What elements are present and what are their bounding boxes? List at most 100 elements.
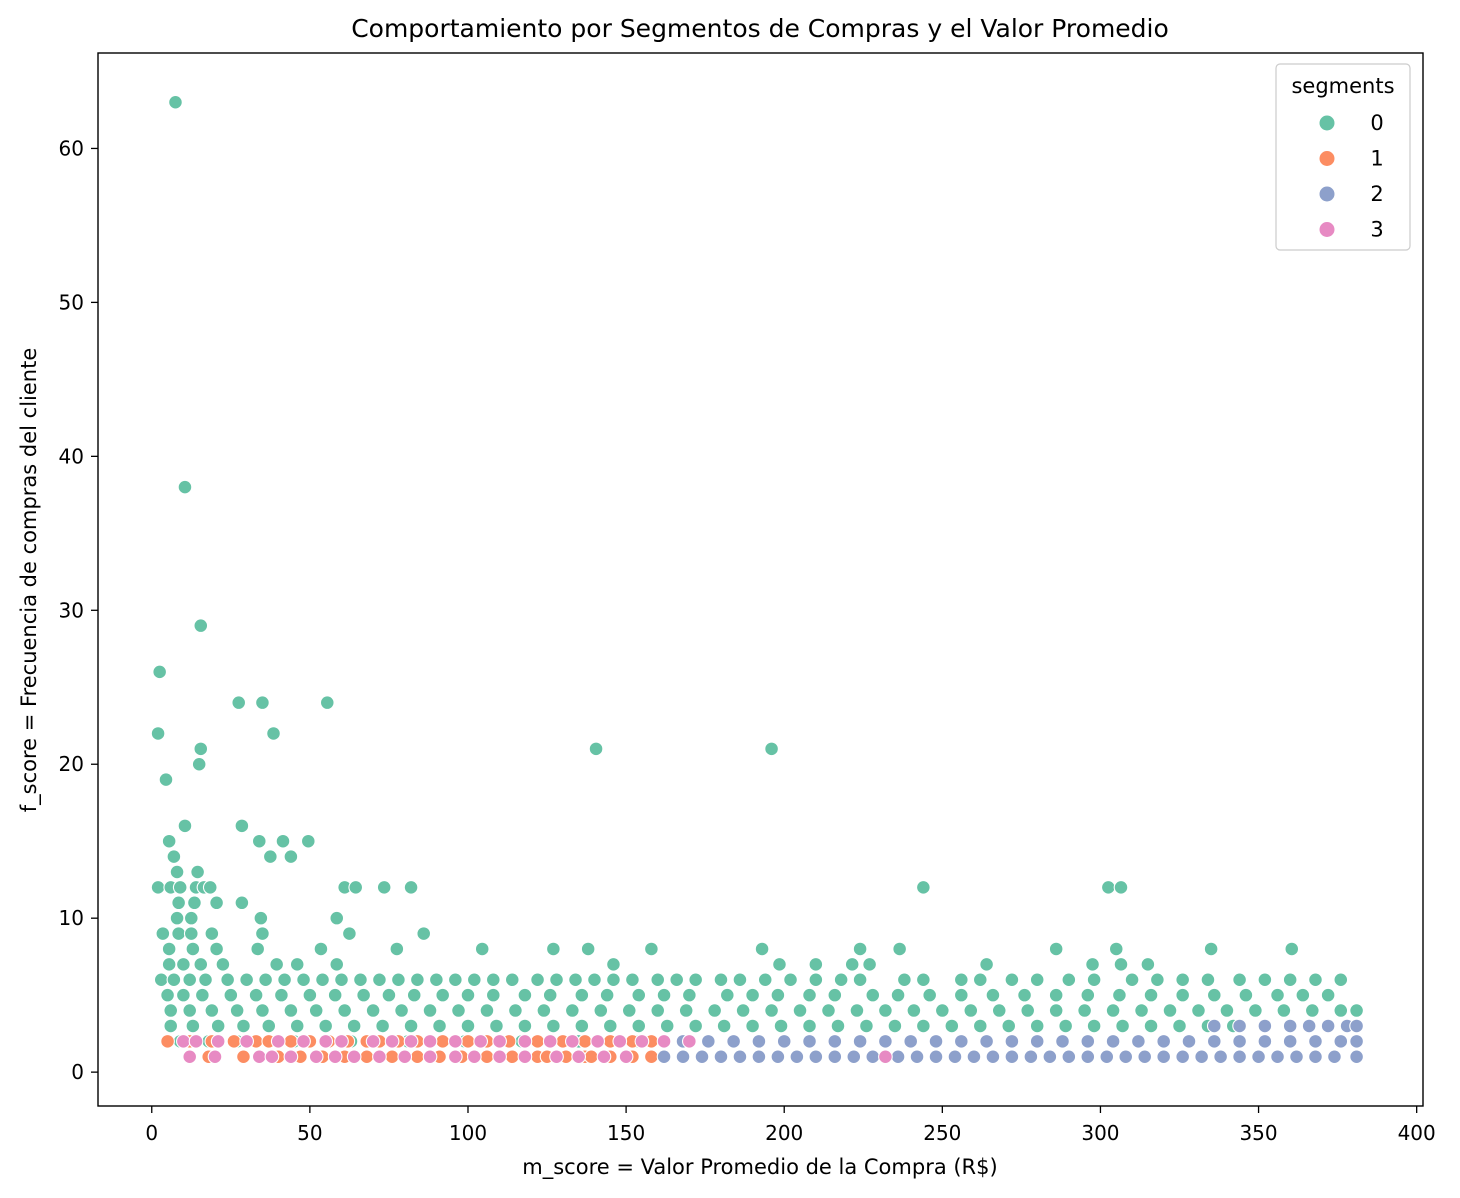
y-tick-label-3: 30	[59, 598, 84, 622]
point-series-0-107	[549, 972, 564, 988]
point-series-0-197	[593, 1003, 609, 1018]
legend-box	[1275, 63, 1411, 251]
point-series-2-29	[1213, 1049, 1228, 1065]
point-series-3-22	[681, 1033, 697, 1049]
point-series-0-7	[150, 726, 166, 741]
point-series-0-94	[296, 972, 311, 988]
legend-label-2: 2	[1370, 182, 1383, 206]
point-series-0-12	[191, 756, 207, 772]
point-series-2-49	[979, 1033, 994, 1049]
point-series-2-0	[656, 1049, 672, 1065]
point-series-0-251	[887, 1018, 903, 1034]
point-series-0-14	[177, 818, 193, 834]
point-series-2-40	[751, 1033, 767, 1049]
x-tick-label-5: 250	[923, 1121, 961, 1145]
point-series-0-58	[389, 941, 405, 957]
point-series-0-82	[979, 957, 994, 972]
point-series-0-220	[1248, 1003, 1263, 1018]
point-series-2-42	[802, 1033, 817, 1049]
point-series-2-51	[1029, 1033, 1045, 1049]
point-series-2-24	[1118, 1049, 1134, 1065]
point-series-0-153	[517, 987, 533, 1003]
point-series-2-38	[700, 1033, 716, 1049]
point-series-0-64	[852, 941, 868, 957]
point-series-0-219	[1219, 1003, 1235, 1018]
point-series-0-87	[166, 972, 182, 988]
point-series-0-105	[504, 972, 520, 988]
point-series-0-81	[862, 957, 877, 972]
point-series-2-32	[1270, 1049, 1285, 1065]
point-series-0-17	[251, 833, 267, 849]
point-series-0-175	[1175, 987, 1191, 1003]
point-series-3-2	[210, 1033, 226, 1049]
point-series-0-247	[773, 1018, 789, 1034]
point-series-0-88	[182, 972, 198, 988]
x-tick-label-0: 0	[145, 1121, 158, 1145]
point-series-0-50	[255, 926, 270, 941]
point-series-0-36	[1100, 880, 1116, 895]
point-series-2-67	[1257, 1018, 1273, 1034]
point-series-0-195	[536, 1003, 552, 1018]
point-series-0-69	[1284, 941, 1300, 957]
point-series-0-228	[236, 1018, 251, 1034]
point-series-0-176	[1206, 987, 1222, 1003]
point-series-0-63	[754, 941, 770, 957]
point-series-0-30	[202, 880, 218, 895]
point-series-3-32	[397, 1049, 413, 1065]
point-series-0-164	[827, 987, 843, 1003]
point-series-0-245	[716, 1018, 732, 1034]
point-series-2-19	[1023, 1049, 1039, 1065]
point-series-3-13	[473, 1033, 488, 1049]
point-series-0-244	[688, 1018, 704, 1034]
point-series-0-19	[300, 833, 316, 849]
point-series-0-166	[890, 987, 906, 1003]
point-series-0-159	[681, 987, 697, 1003]
point-series-0-8	[266, 726, 281, 741]
point-series-0-45	[329, 910, 345, 926]
point-series-3-4	[270, 1033, 286, 1049]
point-series-0-207	[878, 1003, 893, 1018]
point-series-2-53	[1080, 1033, 1096, 1049]
point-series-0-194	[508, 1003, 523, 1018]
series-0	[150, 94, 1364, 1049]
point-series-0-202	[735, 1003, 751, 1018]
point-series-1-30	[359, 1049, 375, 1065]
point-series-0-101	[429, 972, 444, 988]
point-series-0-54	[185, 941, 201, 957]
point-series-0-242	[631, 1018, 647, 1034]
x-axis-ticks: 0 50 100 150 200 250 300 350 400	[145, 1106, 1436, 1145]
point-series-0-122	[897, 972, 912, 988]
point-series-3-41	[618, 1049, 634, 1065]
legend-label-0: 0	[1370, 111, 1383, 135]
point-series-0-239	[546, 1018, 561, 1034]
point-series-0-154	[542, 987, 558, 1003]
point-series-0-119	[808, 972, 824, 988]
y-tick-label-2: 20	[59, 752, 84, 776]
point-series-2-3	[713, 1049, 729, 1065]
point-series-0-32	[348, 880, 364, 895]
point-series-3-5	[296, 1033, 311, 1049]
point-series-0-157	[631, 987, 647, 1003]
point-series-0-23	[169, 864, 185, 880]
point-series-0-255	[1001, 1018, 1017, 1034]
point-series-2-14	[928, 1049, 944, 1065]
point-series-0-174	[1143, 987, 1159, 1003]
point-series-0-76	[329, 957, 345, 972]
point-series-0-78	[772, 957, 787, 972]
point-series-0-114	[688, 972, 704, 988]
point-series-2-62	[1308, 1033, 1323, 1049]
point-series-0-137	[1308, 972, 1323, 988]
point-series-0-212	[1020, 1003, 1036, 1018]
point-series-0-44	[253, 910, 269, 926]
point-series-0-10	[588, 741, 604, 757]
point-series-2-25	[1137, 1049, 1153, 1065]
point-series-0-16	[161, 833, 177, 849]
point-series-0-89	[198, 972, 213, 988]
point-series-0-132	[1175, 972, 1191, 988]
point-series-0-52	[416, 926, 432, 941]
point-series-0-191	[422, 1003, 438, 1018]
point-series-2-52	[1055, 1033, 1070, 1049]
point-series-0-152	[485, 987, 501, 1003]
point-series-0-86	[153, 972, 169, 988]
